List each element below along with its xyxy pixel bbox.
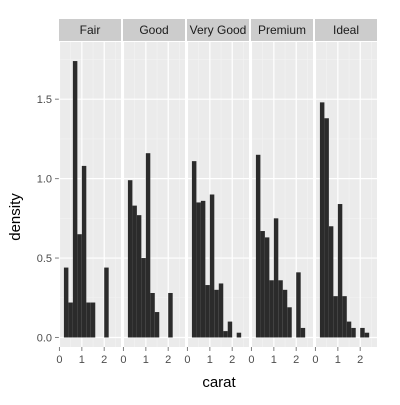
facet-panel: Fair 0 1 2 [56, 19, 121, 366]
histogram-bar [191, 161, 197, 338]
histogram-bar [104, 267, 109, 338]
histogram-bar [209, 194, 215, 338]
histogram-bar [77, 234, 82, 338]
histogram-bar [141, 258, 146, 338]
histogram-bar [223, 331, 228, 338]
x-tick-label: 0 [184, 354, 190, 366]
histogram-bar [127, 180, 133, 338]
x-tick-label: 0 [312, 354, 318, 366]
facet-panel: Premium 0 1 2 [248, 19, 313, 366]
histogram-bar [337, 204, 343, 338]
histogram-bar [196, 202, 201, 338]
facet-strip-label: Fair [80, 23, 101, 37]
facet-strip [187, 19, 249, 41]
histogram-bar [218, 283, 224, 338]
histogram-bar [360, 327, 365, 338]
histogram-bar [90, 302, 96, 338]
facet-strip [123, 19, 185, 41]
histogram-bar [68, 302, 73, 338]
histogram-bar [278, 280, 283, 338]
histogram-bar [63, 267, 69, 338]
histogram-bar [255, 154, 261, 338]
x-tick-label: 1 [271, 354, 277, 366]
histogram-bar [236, 332, 242, 338]
x-axis-title: carat [202, 374, 236, 391]
facet-strip-label: Very Good [190, 23, 247, 37]
x-tick-label: 2 [165, 354, 171, 366]
histogram-bar [273, 218, 279, 338]
y-axis-title: density [7, 193, 24, 241]
x-tick-label: 2 [293, 354, 299, 366]
histogram-bar [296, 272, 301, 338]
histogram-bar [328, 226, 334, 338]
histogram-bar [287, 307, 292, 338]
x-tick-label: 2 [357, 354, 363, 366]
facet-panel: Very Good 0 1 2 [184, 19, 249, 366]
histogram-bar [269, 280, 274, 338]
facet-strip [315, 19, 377, 41]
facet-panel: Good 0 1 2 [120, 19, 185, 366]
histogram-bar [145, 153, 151, 338]
histogram-bar [300, 327, 306, 338]
histogram-bar [333, 296, 338, 338]
histogram-bar [364, 332, 370, 338]
y-tick-label: 0.5 [37, 253, 52, 265]
histogram-bar [154, 312, 160, 338]
y-tick-label: 1.0 [37, 174, 52, 186]
histogram-bar [136, 215, 142, 338]
x-tick-label: 0 [120, 354, 126, 366]
histogram-bar [81, 165, 87, 338]
histogram-bar [132, 205, 137, 338]
histogram-bar [227, 321, 233, 338]
x-tick-label: 1 [79, 354, 85, 366]
histogram-bar [342, 296, 347, 338]
y-axis: 0.0 0.5 1.0 1.5 [37, 94, 59, 344]
histogram-bar [168, 292, 173, 338]
histogram-bar [319, 102, 325, 338]
histogram-bar [264, 237, 270, 338]
x-tick-label: 2 [229, 354, 235, 366]
facet-strip-label: Ideal [333, 23, 359, 37]
x-tick-label: 2 [101, 354, 107, 366]
histogram-bar [214, 289, 219, 338]
histogram-bar [205, 285, 210, 338]
facet-panel: Ideal 0 1 2 [312, 19, 377, 366]
x-tick-label: 1 [143, 354, 149, 366]
histogram-bar [260, 231, 265, 338]
x-tick-label: 0 [56, 354, 62, 366]
histogram-bar [282, 289, 288, 338]
panel-background [59, 42, 121, 347]
histogram-bar [200, 200, 206, 338]
histogram-bar [72, 61, 78, 338]
x-tick-label: 0 [248, 354, 254, 366]
facet-strip [251, 19, 313, 41]
y-tick-label: 1.5 [37, 94, 52, 106]
histogram-bar [351, 327, 356, 338]
facet-strip [59, 19, 121, 41]
facet-strip-label: Premium [258, 23, 306, 37]
facet-strip-label: Good [139, 23, 168, 37]
histogram-bar [346, 321, 352, 338]
histogram-bar [324, 118, 329, 338]
y-tick-label: 0.0 [37, 332, 52, 344]
histogram-bar [86, 302, 91, 338]
x-tick-label: 1 [335, 354, 341, 366]
histogram-bar [150, 292, 155, 338]
x-tick-label: 1 [207, 354, 213, 366]
